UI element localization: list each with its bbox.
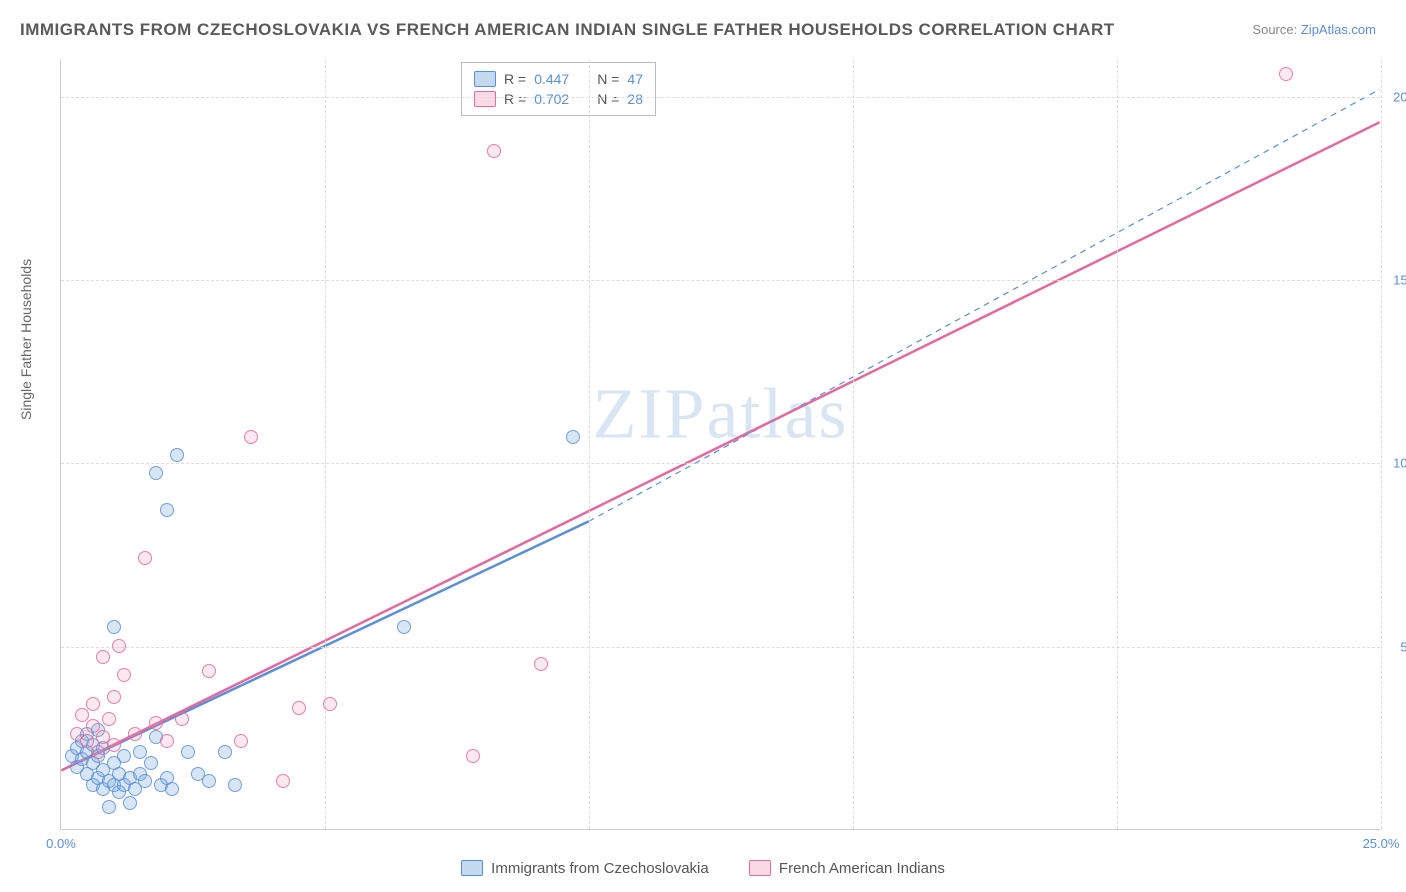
data-point-pink [112, 639, 126, 653]
gridline-v [853, 60, 854, 829]
data-point-blue [117, 749, 131, 763]
legend-label-pink: French American Indians [779, 860, 945, 877]
data-point-blue [170, 448, 184, 462]
data-point-blue [107, 620, 121, 634]
swatch-pink-icon [749, 860, 771, 876]
data-point-blue [144, 756, 158, 770]
plot-area: R = 0.447 N = 47 R = 0.702 N = 28 ZIPatl… [60, 60, 1380, 830]
data-point-blue [202, 774, 216, 788]
data-point-pink [323, 697, 337, 711]
swatch-pink-icon [474, 91, 496, 107]
data-point-pink [91, 745, 105, 759]
y-axis-label: Single Father Households [18, 259, 34, 420]
data-point-pink [292, 701, 306, 715]
stats-row-blue: R = 0.447 N = 47 [474, 69, 643, 89]
watermark: ZIPatlas [593, 372, 849, 455]
y-tick-label: 10.0% [1385, 456, 1406, 471]
data-point-pink [102, 712, 116, 726]
data-point-pink [149, 716, 163, 730]
data-point-blue [149, 466, 163, 480]
gridline-v [325, 60, 326, 829]
gridline-v [1381, 60, 1382, 829]
r-value-pink: 0.702 [534, 91, 569, 107]
data-point-pink [1279, 67, 1293, 81]
data-point-blue [123, 796, 137, 810]
source-label: Source: [1252, 22, 1297, 37]
r-label: R = [504, 71, 526, 87]
y-tick-label: 20.0% [1385, 89, 1406, 104]
n-value-pink: 28 [627, 91, 643, 107]
data-point-pink [534, 657, 548, 671]
data-point-pink [276, 774, 290, 788]
n-label: N = [597, 71, 619, 87]
r-label: R = [504, 91, 526, 107]
data-point-blue [165, 782, 179, 796]
data-point-blue [397, 620, 411, 634]
x-tick-label: 0.0% [46, 836, 76, 851]
y-tick-label: 15.0% [1385, 273, 1406, 288]
data-point-blue [228, 778, 242, 792]
chart-title: IMMIGRANTS FROM CZECHOSLOVAKIA VS FRENCH… [20, 20, 1115, 40]
gridline-h [61, 97, 1380, 98]
data-point-pink [117, 668, 131, 682]
bottom-legend: Immigrants from Czechoslovakia French Am… [0, 860, 1406, 881]
r-value-blue: 0.447 [534, 71, 569, 87]
data-point-pink [128, 727, 142, 741]
trend-lines [61, 60, 1380, 829]
legend-label-blue: Immigrants from Czechoslovakia [491, 860, 709, 877]
data-point-pink [86, 697, 100, 711]
gridline-h [61, 280, 1380, 281]
data-point-pink [234, 734, 248, 748]
data-point-blue [566, 430, 580, 444]
data-point-pink [138, 551, 152, 565]
data-point-pink [160, 734, 174, 748]
gridline-h [61, 463, 1380, 464]
data-point-blue [160, 503, 174, 517]
data-point-pink [175, 712, 189, 726]
data-point-pink [107, 690, 121, 704]
gridline-v [589, 60, 590, 829]
data-point-blue [218, 745, 232, 759]
n-value-blue: 47 [627, 71, 643, 87]
stats-legend-box: R = 0.447 N = 47 R = 0.702 N = 28 [461, 62, 656, 116]
legend-item-pink: French American Indians [749, 860, 945, 877]
data-point-blue [102, 800, 116, 814]
source-credit: Source: ZipAtlas.com [1252, 22, 1376, 37]
data-point-pink [487, 144, 501, 158]
data-point-pink [96, 650, 110, 664]
n-label: N = [597, 91, 619, 107]
gridline-h [61, 647, 1380, 648]
swatch-blue-icon [474, 71, 496, 87]
data-point-blue [181, 745, 195, 759]
swatch-blue-icon [461, 860, 483, 876]
data-point-pink [466, 749, 480, 763]
watermark-text: ZIPatlas [593, 373, 849, 453]
source-link[interactable]: ZipAtlas.com [1301, 22, 1376, 37]
legend-item-blue: Immigrants from Czechoslovakia [461, 860, 709, 877]
data-point-pink [107, 738, 121, 752]
data-point-pink [202, 664, 216, 678]
data-point-pink [244, 430, 258, 444]
x-tick-label: 25.0% [1363, 836, 1400, 851]
data-point-blue [138, 774, 152, 788]
stats-row-pink: R = 0.702 N = 28 [474, 89, 643, 109]
y-tick-label: 5.0% [1385, 639, 1406, 654]
gridline-v [1117, 60, 1118, 829]
